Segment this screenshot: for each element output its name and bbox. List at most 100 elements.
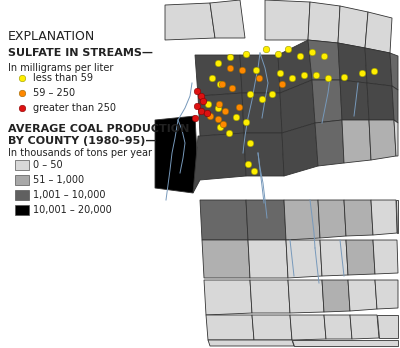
Point — [247, 91, 253, 97]
Point — [253, 67, 259, 72]
Point — [217, 124, 223, 130]
Point — [207, 113, 213, 118]
Polygon shape — [377, 315, 398, 338]
Polygon shape — [390, 53, 398, 90]
Polygon shape — [208, 340, 294, 346]
Polygon shape — [308, 2, 340, 43]
Text: 51 – 1,000: 51 – 1,000 — [33, 175, 84, 185]
Polygon shape — [292, 340, 398, 346]
Polygon shape — [288, 280, 324, 313]
Polygon shape — [375, 280, 398, 309]
Point — [256, 76, 262, 81]
Point — [19, 75, 25, 81]
Bar — [15, 205, 29, 215]
Point — [219, 81, 225, 86]
Polygon shape — [365, 12, 392, 53]
Text: 10,001 – 20,000: 10,001 – 20,000 — [33, 205, 112, 215]
Point — [222, 109, 228, 114]
Polygon shape — [338, 43, 367, 83]
Polygon shape — [198, 93, 244, 136]
Polygon shape — [206, 315, 254, 340]
Text: In thousands of tons per year: In thousands of tons per year — [8, 148, 152, 158]
Polygon shape — [193, 133, 246, 193]
Point — [297, 53, 303, 58]
Polygon shape — [373, 240, 398, 274]
Point — [285, 46, 291, 52]
Point — [220, 121, 226, 127]
Point — [200, 98, 206, 104]
Point — [229, 85, 235, 90]
Polygon shape — [369, 120, 396, 160]
Point — [217, 81, 223, 86]
Polygon shape — [240, 55, 280, 93]
Point — [215, 60, 221, 65]
Point — [245, 161, 251, 167]
Polygon shape — [282, 123, 318, 176]
Polygon shape — [165, 3, 215, 40]
Polygon shape — [252, 315, 292, 340]
Point — [227, 65, 233, 71]
Point — [275, 51, 281, 57]
Polygon shape — [338, 6, 368, 48]
Polygon shape — [286, 240, 322, 278]
Polygon shape — [244, 133, 284, 176]
Polygon shape — [242, 93, 282, 133]
Point — [321, 53, 327, 58]
Polygon shape — [371, 200, 397, 235]
Polygon shape — [318, 200, 346, 238]
Point — [309, 49, 315, 55]
Point — [194, 103, 200, 109]
Polygon shape — [265, 0, 310, 40]
Text: 0 – 50: 0 – 50 — [33, 160, 63, 170]
Point — [215, 105, 221, 111]
Point — [226, 130, 232, 136]
Point — [239, 67, 245, 72]
Bar — [15, 175, 29, 185]
Point — [209, 76, 215, 81]
Point — [243, 51, 249, 57]
Polygon shape — [155, 116, 198, 193]
Polygon shape — [290, 315, 326, 340]
Polygon shape — [195, 55, 242, 96]
Point — [289, 76, 295, 81]
Polygon shape — [346, 240, 375, 275]
Point — [359, 70, 365, 76]
Polygon shape — [200, 200, 248, 240]
Polygon shape — [250, 280, 290, 313]
Polygon shape — [365, 48, 392, 86]
Polygon shape — [367, 83, 394, 120]
Text: In milligrams per liter: In milligrams per liter — [8, 63, 113, 73]
Polygon shape — [284, 200, 320, 240]
Point — [204, 110, 210, 116]
Polygon shape — [248, 240, 288, 278]
Polygon shape — [340, 80, 369, 120]
Point — [198, 94, 204, 99]
Text: greater than 250: greater than 250 — [33, 103, 116, 113]
Point — [341, 74, 347, 79]
Point — [269, 91, 275, 97]
Polygon shape — [204, 280, 252, 315]
Polygon shape — [342, 120, 371, 163]
Polygon shape — [280, 80, 315, 133]
Point — [279, 81, 285, 86]
Text: EXPLANATION: EXPLANATION — [8, 30, 95, 43]
Point — [325, 76, 331, 81]
Point — [198, 109, 204, 114]
Text: SULFATE IN STREAMS—: SULFATE IN STREAMS— — [8, 48, 153, 58]
Point — [233, 114, 239, 119]
Polygon shape — [324, 315, 352, 339]
Text: 59 – 250: 59 – 250 — [33, 88, 75, 98]
Point — [247, 140, 253, 145]
Point — [216, 102, 222, 107]
Point — [313, 72, 319, 78]
Polygon shape — [315, 120, 344, 166]
Bar — [15, 190, 29, 200]
Point — [19, 105, 25, 111]
Point — [277, 70, 283, 76]
Point — [205, 102, 211, 107]
Bar — [15, 160, 29, 170]
Polygon shape — [308, 40, 340, 80]
Point — [194, 88, 200, 94]
Polygon shape — [348, 280, 377, 311]
Point — [236, 104, 242, 110]
